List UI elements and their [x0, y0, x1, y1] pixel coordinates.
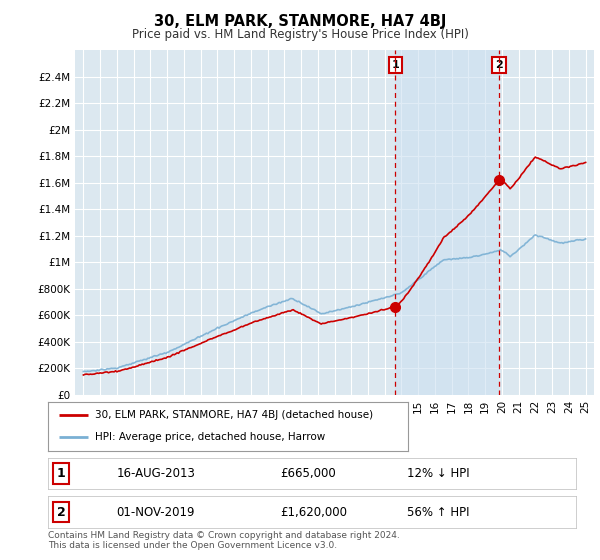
Text: 2: 2 [495, 60, 503, 70]
Text: 2: 2 [57, 506, 65, 519]
Text: Price paid vs. HM Land Registry's House Price Index (HPI): Price paid vs. HM Land Registry's House … [131, 28, 469, 41]
Text: 12% ↓ HPI: 12% ↓ HPI [407, 467, 470, 480]
Text: 1: 1 [391, 60, 399, 70]
Text: 16-AUG-2013: 16-AUG-2013 [116, 467, 196, 480]
Text: 30, ELM PARK, STANMORE, HA7 4BJ (detached house): 30, ELM PARK, STANMORE, HA7 4BJ (detache… [95, 410, 373, 420]
Text: £1,620,000: £1,620,000 [280, 506, 347, 519]
Text: 56% ↑ HPI: 56% ↑ HPI [407, 506, 470, 519]
Text: £665,000: £665,000 [280, 467, 336, 480]
Bar [395, 50, 499, 395]
Text: 01-NOV-2019: 01-NOV-2019 [116, 506, 195, 519]
Text: 30, ELM PARK, STANMORE, HA7 4BJ: 30, ELM PARK, STANMORE, HA7 4BJ [154, 14, 446, 29]
Text: 1: 1 [57, 467, 65, 480]
Text: HPI: Average price, detached house, Harrow: HPI: Average price, detached house, Harr… [95, 432, 325, 442]
Text: Contains HM Land Registry data © Crown copyright and database right 2024.
This d: Contains HM Land Registry data © Crown c… [48, 531, 400, 550]
